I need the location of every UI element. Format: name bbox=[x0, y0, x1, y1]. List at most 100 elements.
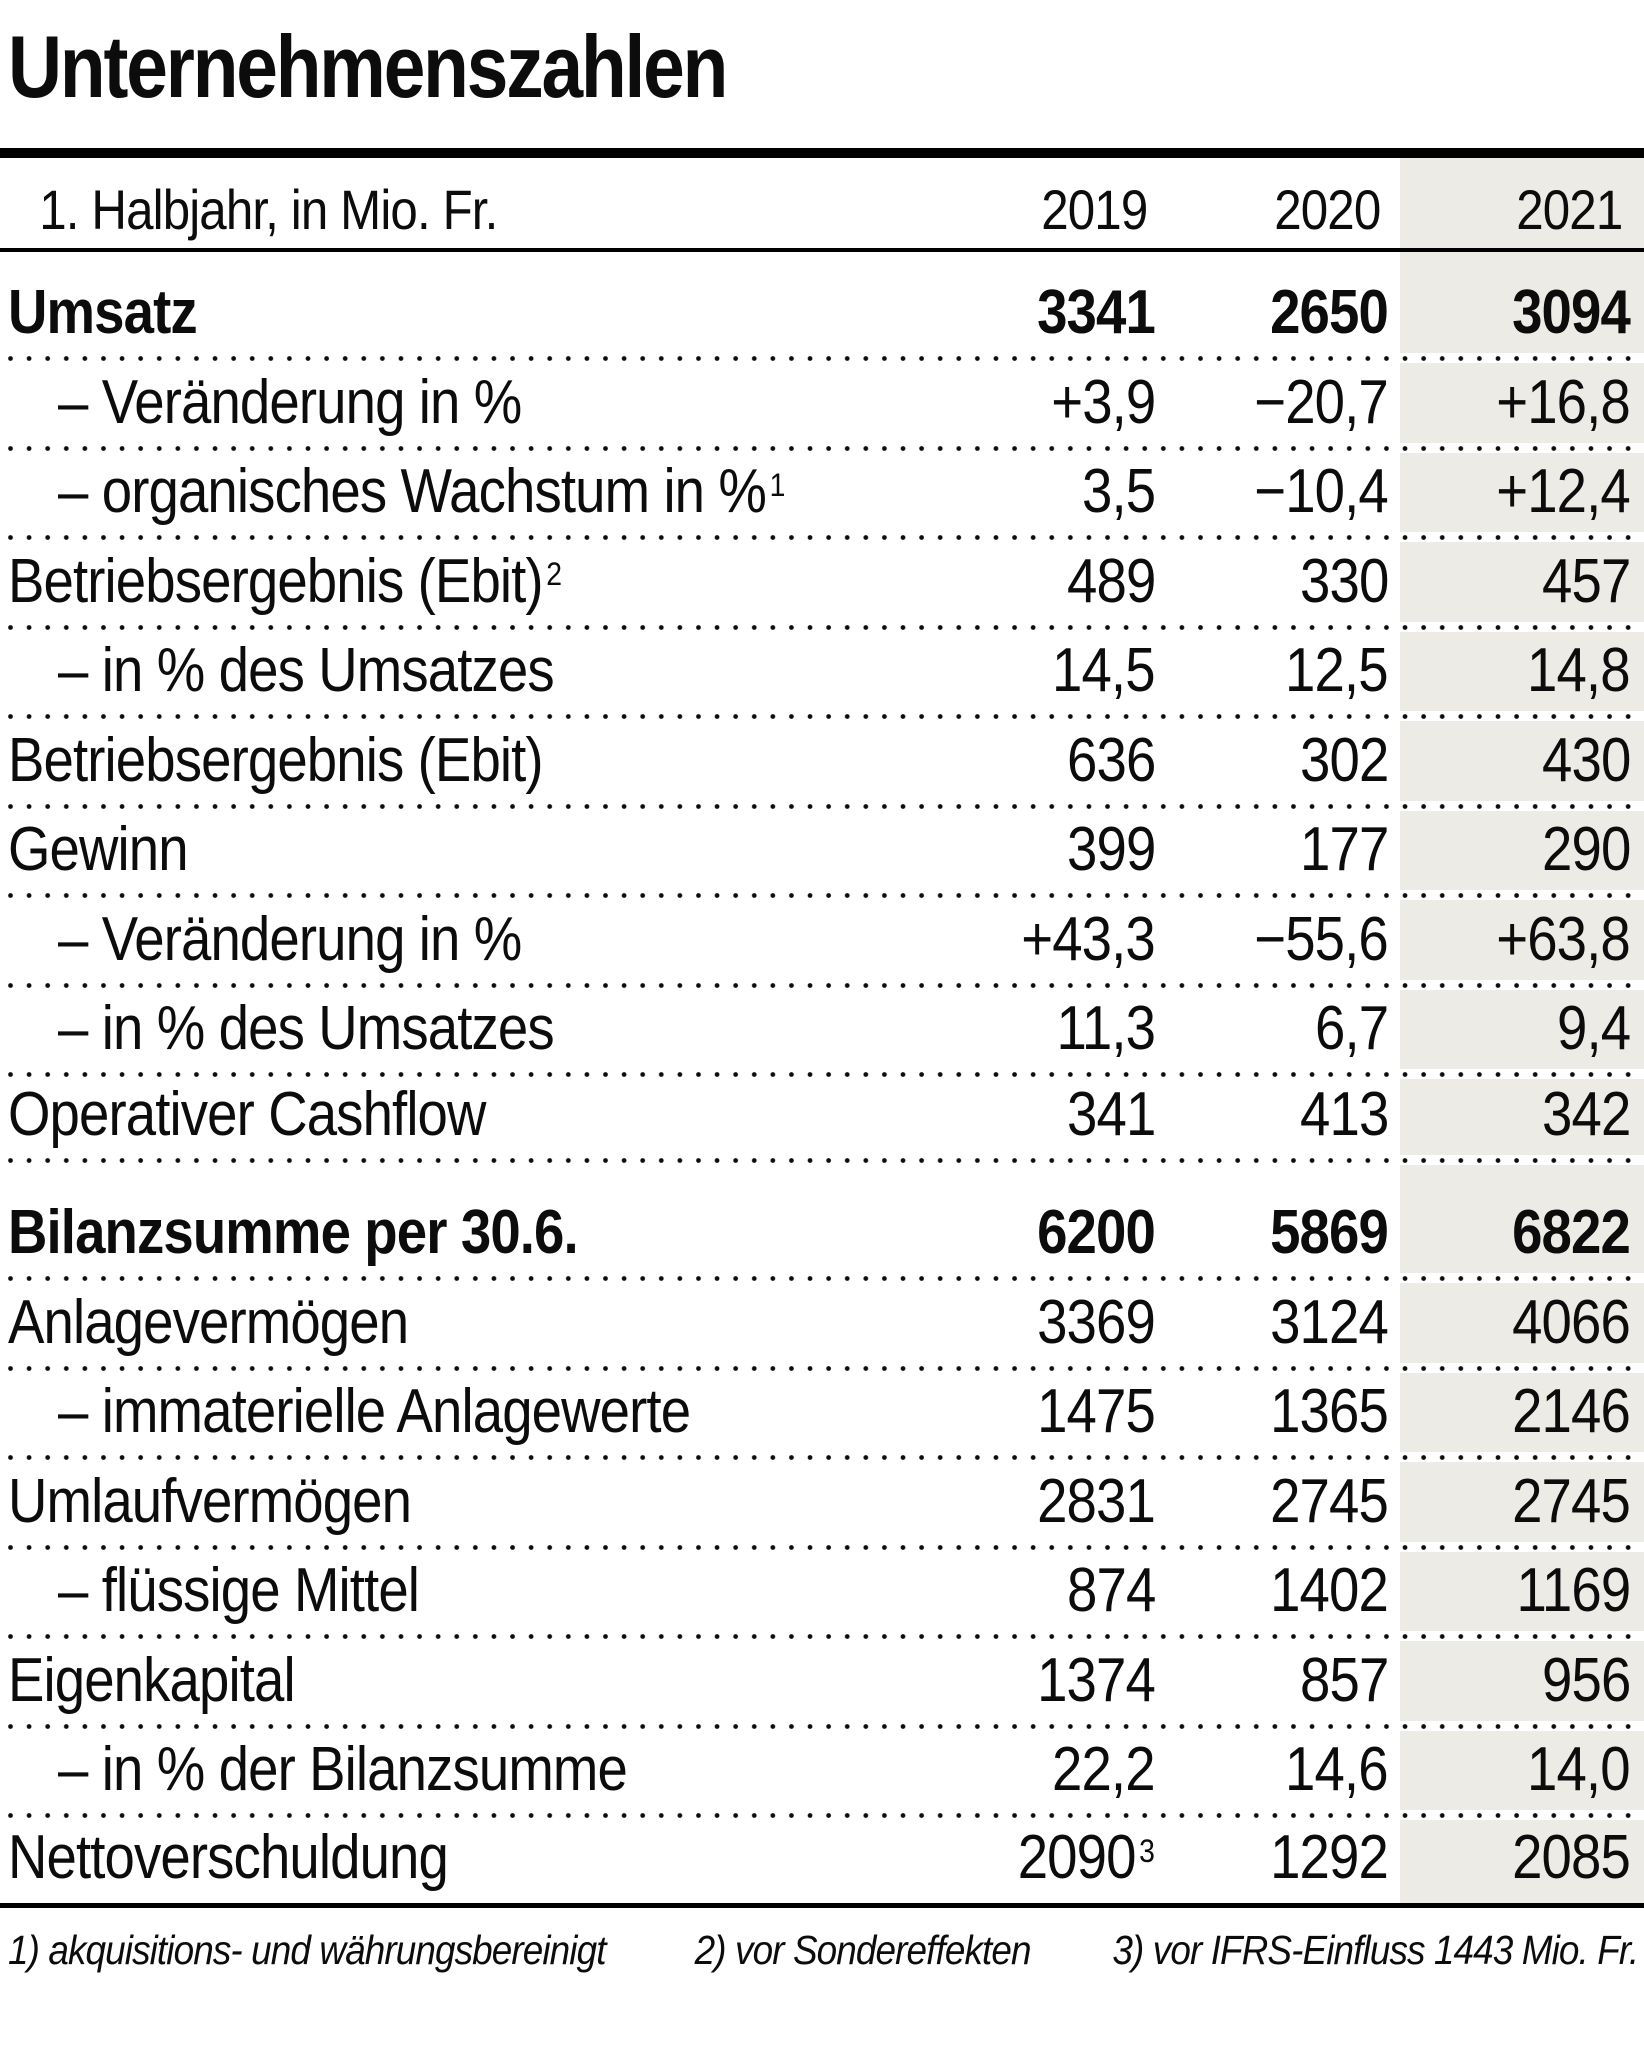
value-2019: 1374 bbox=[1037, 1645, 1156, 1715]
top-rule bbox=[0, 148, 1644, 158]
value-2019: 341 bbox=[1066, 1080, 1156, 1149]
value-2019: 2090 3 bbox=[1017, 1823, 1155, 1892]
value-2021: 14,0 bbox=[1527, 1735, 1631, 1804]
value-2019: 3341 bbox=[1037, 278, 1156, 347]
value-2019: 6200 bbox=[1037, 1198, 1156, 1267]
value-2020: 2650 bbox=[1270, 278, 1389, 347]
row-label: – in % des Umsatzes bbox=[58, 636, 555, 705]
table-row: – organisches Wachstum in % 1 3,5 −10,4 +12,… bbox=[0, 448, 1644, 542]
row-label: Eigenkapital bbox=[8, 1645, 296, 1715]
row-separator bbox=[0, 1155, 1644, 1165]
value-2020: 1292 bbox=[1270, 1823, 1389, 1892]
value-2020: 12,5 bbox=[1285, 636, 1389, 705]
value-2019: +43,3 bbox=[1021, 904, 1156, 974]
row-label: Operativer Cashflow bbox=[8, 1080, 486, 1149]
column-header-2020: 2020 bbox=[1274, 178, 1382, 241]
value-2020: 857 bbox=[1299, 1645, 1389, 1715]
row-label: – organisches Wachstum in % 1 bbox=[58, 457, 786, 526]
footnote-1: 1) akquisitions- und währungsbereinigt bbox=[8, 1927, 606, 1973]
footnote-marker: 2 bbox=[546, 556, 563, 593]
value-2021: 1169 bbox=[1516, 1556, 1631, 1625]
value-2021: +12,4 bbox=[1496, 457, 1631, 526]
row-separator bbox=[0, 442, 1644, 453]
row-label: Umlaufvermögen bbox=[8, 1466, 412, 1536]
value-2021: 6822 bbox=[1512, 1198, 1631, 1267]
table-header-row: 1. Halbjahr, in Mio. Fr. 2019 2020 2021 bbox=[0, 158, 1644, 252]
value-2020: 3124 bbox=[1270, 1287, 1389, 1357]
value-2021: +16,8 bbox=[1496, 367, 1631, 437]
table-body: Umsatz 3341 2650 3094– Veränderung in % +3,9… bbox=[0, 252, 1644, 1903]
row-separator bbox=[0, 800, 1644, 811]
value-2019: 399 bbox=[1066, 815, 1156, 884]
value-2020: 1365 bbox=[1270, 1377, 1389, 1446]
page-title: Unternehmenszahlen bbox=[8, 17, 728, 116]
row-separator bbox=[0, 1452, 1644, 1462]
table-row: Gewinn 399 177 290 bbox=[0, 806, 1644, 900]
table-row: Eigenkapital 1374 857 956 bbox=[0, 1636, 1644, 1731]
table-row: Nettoverschuldung 2090 3 1292 2085 bbox=[0, 1815, 1644, 1903]
footnote-2: 2) vor Sondereffekten bbox=[694, 1927, 1032, 1973]
table-row: – flüssige Mittel 874 1402 1169 bbox=[0, 1547, 1644, 1641]
value-2021: 3094 bbox=[1512, 278, 1631, 347]
row-label: Betriebsergebnis (Ebit) bbox=[8, 725, 544, 795]
table-row: – Veränderung in % +3,9 −20,7 +16,8 bbox=[0, 358, 1644, 453]
value-2020: 5869 bbox=[1270, 1198, 1389, 1267]
table-area: 1. Halbjahr, in Mio. Fr. 2019 2020 2021 … bbox=[0, 158, 1644, 1903]
table-row: Betriebsergebnis (Ebit) 2 489 330 457 bbox=[0, 537, 1644, 632]
footnote-marker: 1 bbox=[769, 466, 786, 503]
row-separator bbox=[0, 1810, 1644, 1820]
value-2019: 489 bbox=[1066, 546, 1156, 616]
value-2021: 457 bbox=[1541, 546, 1631, 616]
table-row: – immaterielle Anlagewerte 1475 1365 2146 bbox=[0, 1368, 1644, 1462]
row-label: – flüssige Mittel bbox=[58, 1556, 420, 1625]
value-2019: 874 bbox=[1066, 1556, 1156, 1625]
value-2021: 956 bbox=[1541, 1645, 1631, 1715]
table-row: – in % der Bilanzsumme 22,2 14,6 14,0 bbox=[0, 1726, 1644, 1820]
row-label: Gewinn bbox=[8, 815, 189, 884]
footnote-marker: 3 bbox=[1139, 1832, 1155, 1869]
value-2019: 636 bbox=[1066, 725, 1156, 795]
value-2019: +3,9 bbox=[1050, 367, 1156, 437]
row-label: – immaterielle Anlagewerte bbox=[58, 1377, 691, 1446]
row-label: – in % des Umsatzes bbox=[58, 994, 555, 1063]
row-separator bbox=[0, 1273, 1644, 1283]
footnotes: 1) akquisitions- und währungsbereinigt 2… bbox=[0, 1908, 1644, 1973]
value-2020: −10,4 bbox=[1254, 457, 1389, 526]
value-2019: 11,3 bbox=[1056, 994, 1156, 1063]
value-2019: 3,5 bbox=[1081, 457, 1156, 526]
table-row: – in % des Umsatzes 11,3 6,7 9,4 bbox=[0, 985, 1644, 1079]
table-row: – Veränderung in % +43,3 −55,6 +63,8 bbox=[0, 895, 1644, 990]
table-row: – in % des Umsatzes 14,5 12,5 14,8 bbox=[0, 627, 1644, 721]
value-2020: 2745 bbox=[1270, 1466, 1389, 1536]
value-2021: 9,4 bbox=[1556, 994, 1631, 1063]
table-row: Umsatz 3341 2650 3094 bbox=[0, 252, 1644, 363]
row-separator bbox=[0, 1631, 1644, 1641]
value-2020: 302 bbox=[1299, 725, 1389, 795]
row-separator bbox=[0, 711, 1644, 721]
row-separator bbox=[0, 621, 1644, 632]
value-2020: 330 bbox=[1299, 546, 1389, 616]
value-2019: 3369 bbox=[1037, 1287, 1156, 1357]
value-2020: 177 bbox=[1299, 815, 1389, 884]
row-label: – Veränderung in % bbox=[58, 904, 522, 974]
table-row: Umlaufvermögen 2831 2745 2745 bbox=[0, 1457, 1644, 1552]
row-separator bbox=[0, 1362, 1644, 1373]
row-separator bbox=[0, 979, 1644, 990]
column-header-2019: 2019 bbox=[1041, 178, 1149, 241]
value-2021: 4066 bbox=[1512, 1287, 1631, 1357]
value-2021: 342 bbox=[1541, 1080, 1631, 1149]
row-label: Nettoverschuldung bbox=[8, 1823, 449, 1892]
row-label: Anlagevermögen bbox=[8, 1287, 409, 1357]
table-row: Anlagevermögen 3369 3124 4066 bbox=[0, 1278, 1644, 1373]
row-label: Bilanzsumme per 30.6. bbox=[8, 1198, 579, 1267]
value-2021: 430 bbox=[1541, 725, 1631, 795]
value-2021: 14,8 bbox=[1527, 636, 1631, 705]
value-2019: 2831 bbox=[1037, 1466, 1156, 1536]
column-header-2021: 2021 bbox=[1516, 178, 1624, 241]
table-row: Betriebsergebnis (Ebit) 636 302 430 bbox=[0, 716, 1644, 811]
value-2020: 6,7 bbox=[1314, 994, 1389, 1063]
value-2021: 2085 bbox=[1512, 1823, 1631, 1892]
value-2021: +63,8 bbox=[1496, 904, 1631, 974]
value-2021: 290 bbox=[1541, 815, 1631, 884]
row-separator bbox=[0, 1069, 1644, 1079]
